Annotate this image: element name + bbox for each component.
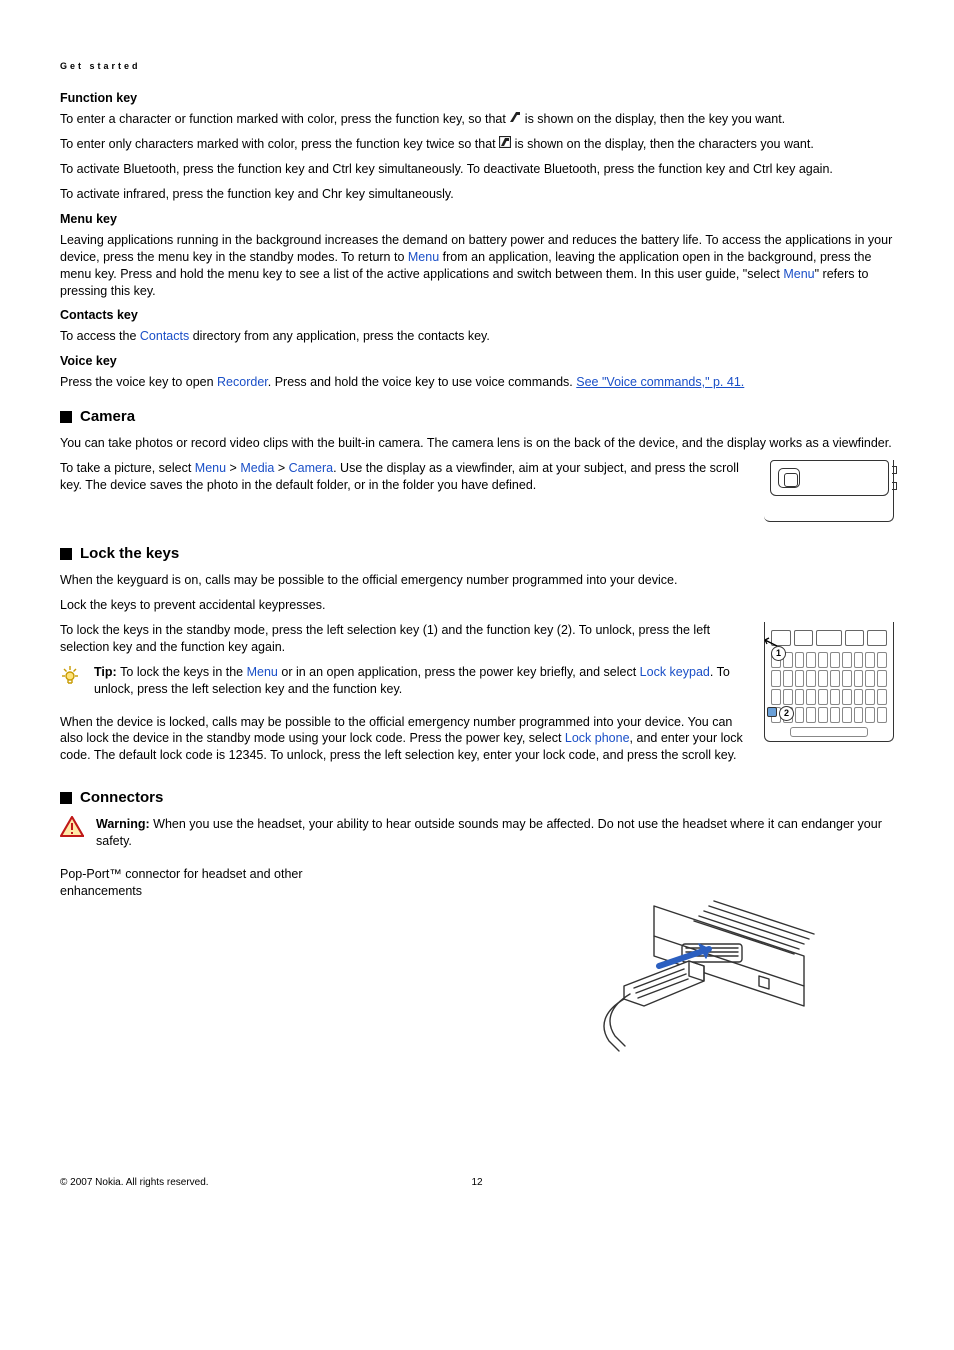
function-key-p3: To activate Bluetooth, press the functio… <box>60 161 894 178</box>
popport-illustration <box>554 866 834 1056</box>
tip-block: Tip: To lock the keys in the Menu or in … <box>60 664 754 706</box>
warning-label: Warning: <box>96 817 153 831</box>
text: To enter a character or function marked … <box>60 112 509 126</box>
menu-key-p1: Leaving applications running in the back… <box>60 232 894 300</box>
media-link[interactable]: Media <box>240 461 274 475</box>
camera-illustration <box>764 460 894 522</box>
text: Press the voice key to open <box>60 375 217 389</box>
text: > <box>274 461 288 475</box>
text: or in an open application, press the pow… <box>278 665 640 679</box>
text: When you use the headset, your ability t… <box>96 817 882 848</box>
text: directory from any application, press th… <box>189 329 490 343</box>
contacts-key-heading: Contacts key <box>60 307 894 324</box>
text: is shown on the display, then the charac… <box>515 137 814 151</box>
copyright-text: © 2007 Nokia. All rights reserved. <box>60 1177 209 1188</box>
menu-link[interactable]: Menu <box>195 461 226 475</box>
connectors-heading: Connectors <box>60 788 894 808</box>
function-indicator-icon <box>509 111 521 128</box>
contacts-link[interactable]: Contacts <box>140 329 189 343</box>
contacts-key-p: To access the Contacts directory from an… <box>60 328 894 345</box>
text: To enter only characters marked with col… <box>60 137 499 151</box>
menu-link[interactable]: Menu <box>247 665 278 679</box>
warning-text: Warning: When you use the headset, your … <box>96 816 894 850</box>
function-key-p2: To enter only characters marked with col… <box>60 136 894 153</box>
text: > <box>226 461 240 475</box>
lock-keypad-link[interactable]: Lock keypad <box>640 665 710 679</box>
voice-key-heading: Voice key <box>60 353 894 370</box>
lock-keys-p2: Lock the keys to prevent accidental keyp… <box>60 597 894 614</box>
function-key-heading: Function key <box>60 90 894 107</box>
voice-key-p: Press the voice key to open Recorder. Pr… <box>60 374 894 391</box>
tip-icon <box>60 664 80 693</box>
camera-link[interactable]: Camera <box>289 461 333 475</box>
connectors-p1: Pop-Port™ connector for headset and othe… <box>60 866 360 900</box>
function-key-p1: To enter a character or function marked … <box>60 111 894 128</box>
circle-1-label: 1 <box>771 646 786 661</box>
camera-heading: Camera <box>60 407 894 427</box>
lock-keys-p1: When the keyguard is on, calls may be po… <box>60 572 894 589</box>
function-key-p4: To activate infrared, press the function… <box>60 186 894 203</box>
text: is shown on the display, then the key yo… <box>525 112 785 126</box>
tip-label: Tip: <box>94 665 120 679</box>
menu-key-heading: Menu key <box>60 211 894 228</box>
menu-link[interactable]: Menu <box>408 250 439 264</box>
menu-link[interactable]: Menu <box>783 267 814 281</box>
function-indicator-locked-icon <box>499 136 511 153</box>
text: To take a picture, select <box>60 461 195 475</box>
tip-text: Tip: To lock the keys in the Menu or in … <box>94 664 754 698</box>
voice-commands-xref[interactable]: See "Voice commands," p. 41. <box>576 375 744 389</box>
text: To access the <box>60 329 140 343</box>
recorder-link[interactable]: Recorder <box>217 375 268 389</box>
text: . Press and hold the voice key to use vo… <box>268 375 577 389</box>
page-number: 12 <box>471 1176 482 1190</box>
lock-phone-link[interactable]: Lock phone <box>565 731 630 745</box>
warning-block: Warning: When you use the headset, your … <box>60 816 894 858</box>
connectors-heading-text: Connectors <box>80 788 163 808</box>
camera-p1: You can take photos or record video clip… <box>60 435 894 452</box>
lock-keys-heading-text: Lock the keys <box>80 544 179 564</box>
page-footer: © 2007 Nokia. All rights reserved. 12 <box>60 1176 894 1190</box>
text: To lock the keys in the <box>120 665 246 679</box>
lock-keys-heading: Lock the keys <box>60 544 894 564</box>
warning-icon <box>60 816 82 843</box>
page-header-section: Get started <box>60 60 894 72</box>
keypad-illustration: 1 2 <box>764 622 894 742</box>
camera-heading-text: Camera <box>80 407 135 427</box>
circle-2-label: 2 <box>779 706 794 721</box>
